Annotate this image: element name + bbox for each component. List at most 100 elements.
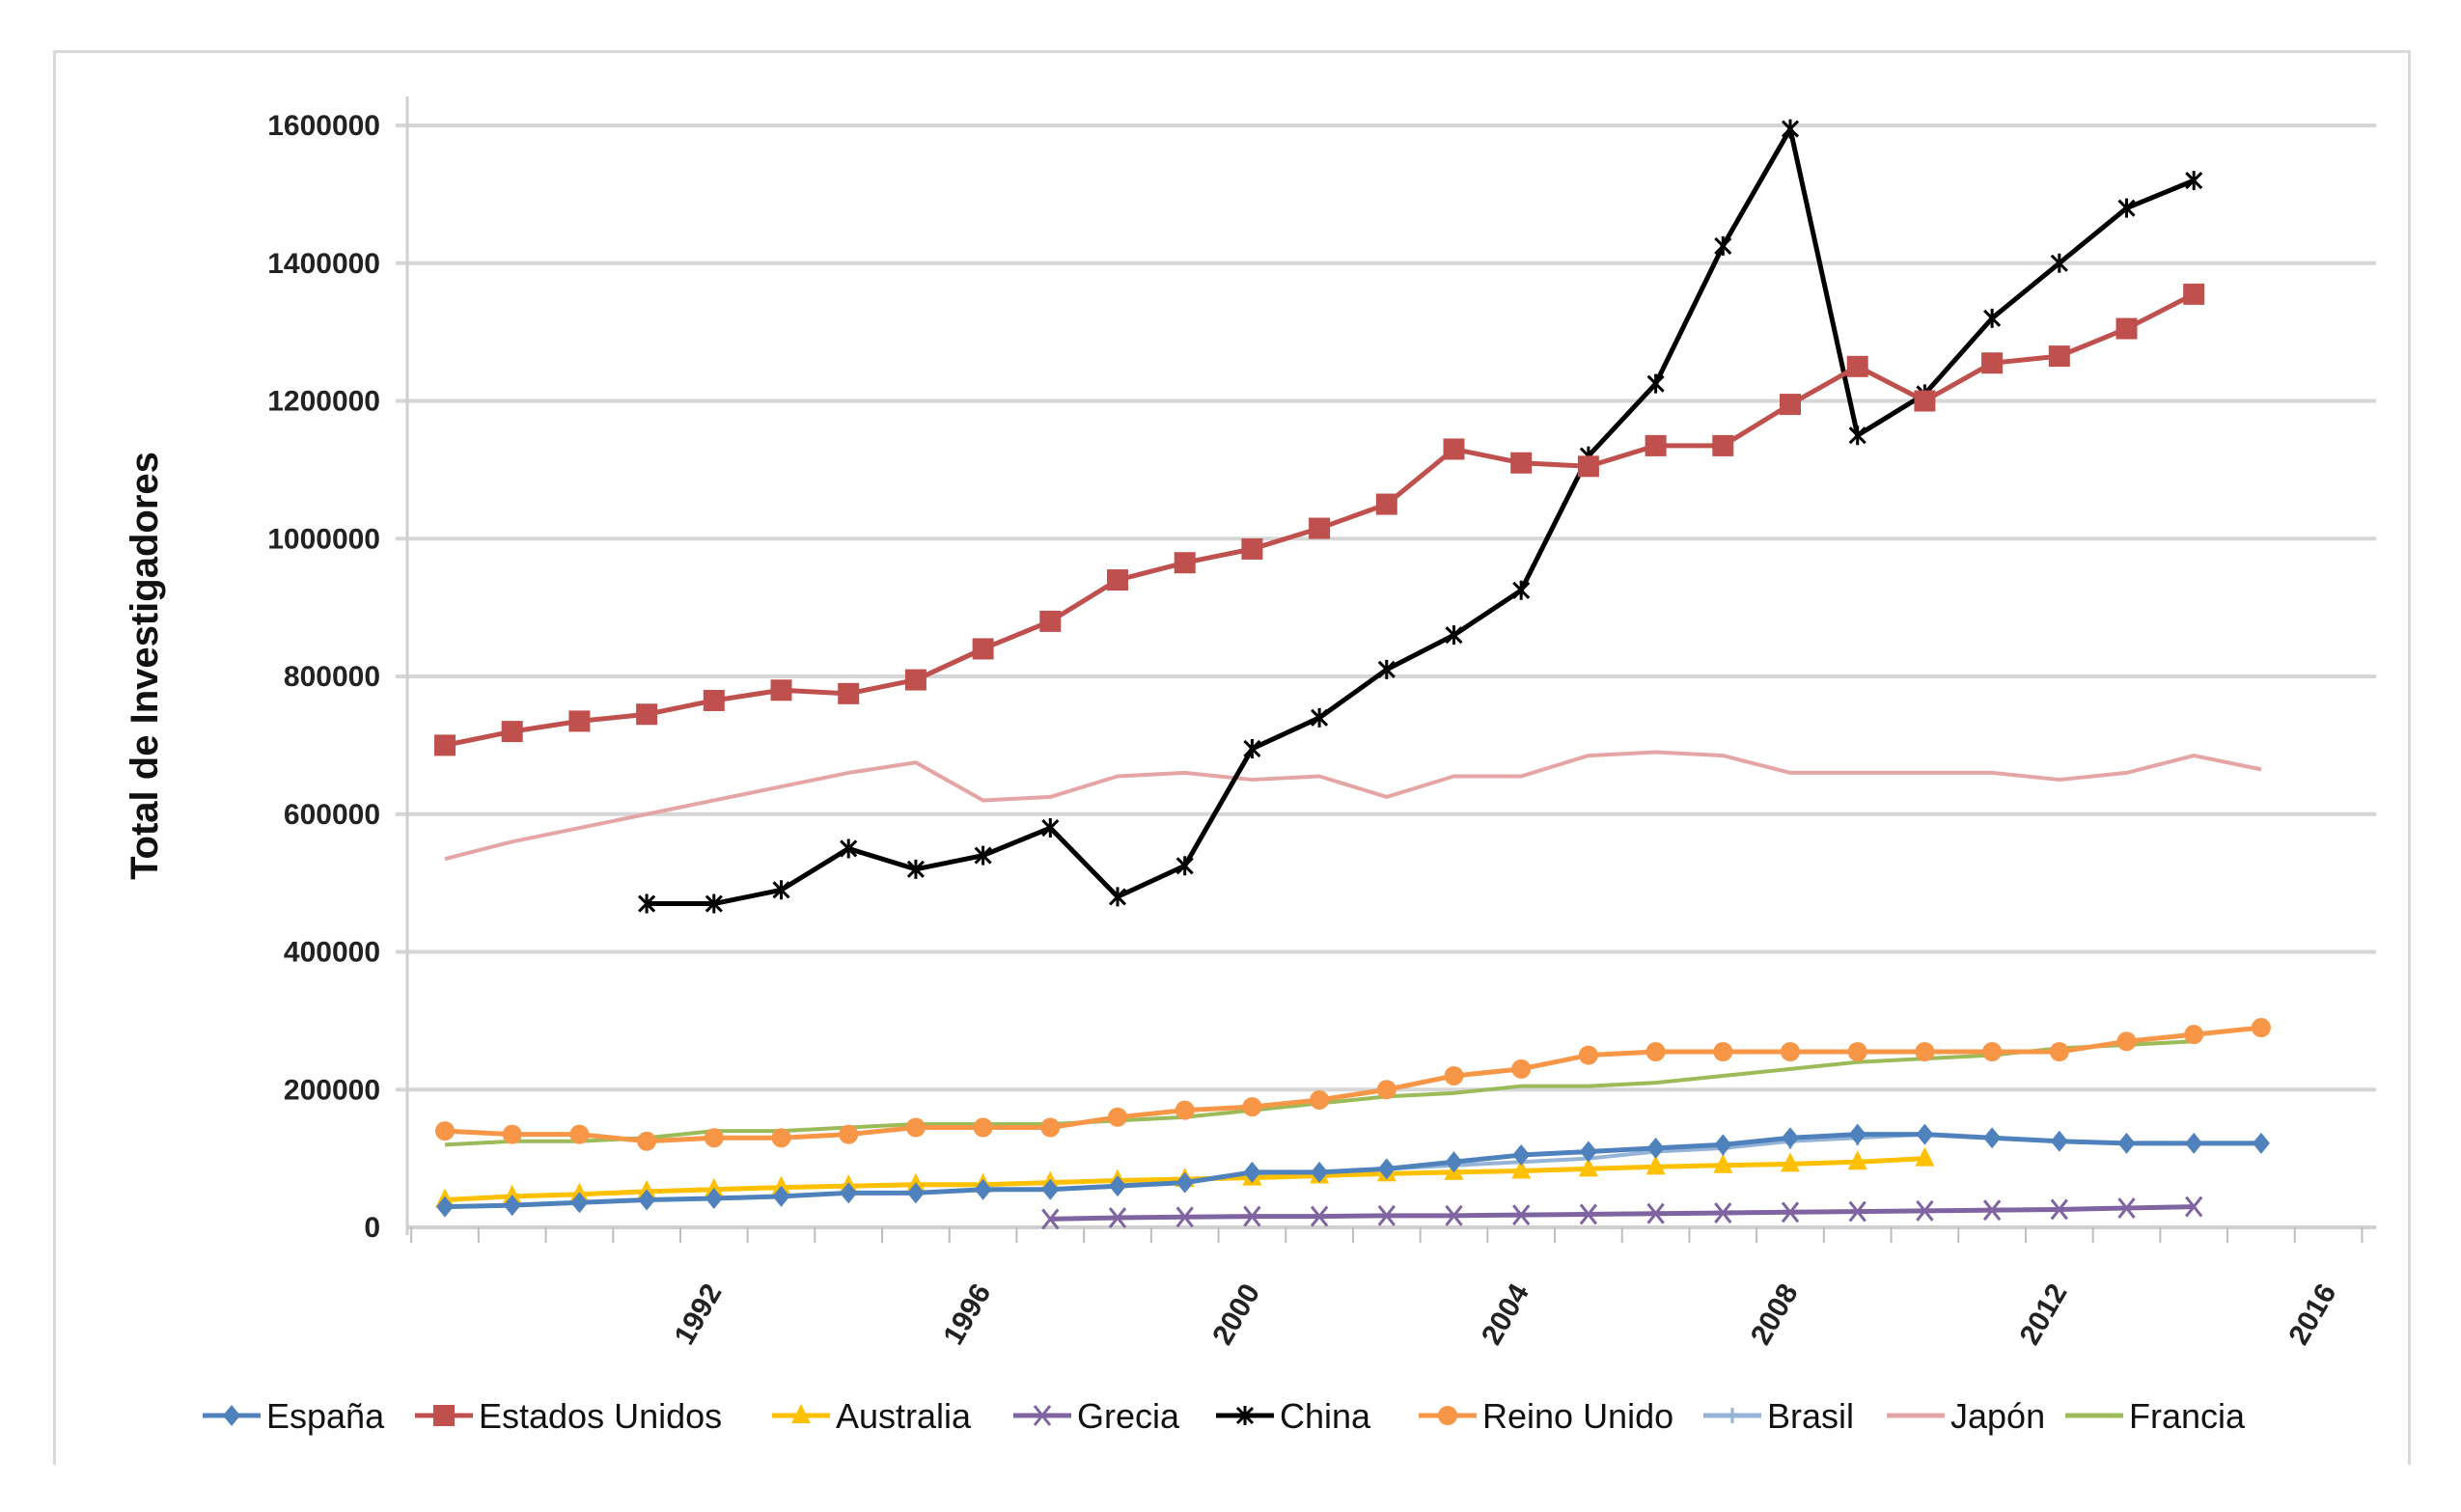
series-line [444,750,2262,862]
data-point-marker [1781,1041,1800,1061]
data-point-marker [2050,1130,2068,1152]
x-tick-label: 2000 [1206,1278,1266,1350]
data-point-marker [1579,1203,1598,1225]
data-point-marker [1646,373,1665,394]
data-point-marker [570,1192,589,1214]
gridlines [396,124,2376,1092]
data-point-marker [1377,1204,1396,1226]
data-point-marker [1780,394,1801,416]
data-point-marker [2183,283,2205,305]
data-point-marker [974,845,992,866]
data-point-marker [1512,580,1531,600]
data-point-marker [1712,434,1734,456]
data-point-marker [2049,1041,2069,1061]
data-point-marker [1916,1199,1934,1222]
data-point-marker [906,1182,925,1204]
data-point-marker [2050,1198,2068,1221]
legend-item[interactable]: Australia [772,1396,972,1436]
data-point-marker [1578,1045,1598,1065]
series-españa [436,1123,2270,1218]
data-point-marker [1645,1155,1666,1175]
data-point-marker [1916,1123,1934,1145]
data-series [434,119,2271,1230]
data-point-marker [1108,887,1127,907]
y-tick-label: 1200000 [267,386,380,418]
data-point-marker [1445,1204,1463,1226]
data-point-marker [2050,253,2068,273]
data-point-marker [1174,552,1196,574]
legend-item[interactable]: Japón [1887,1396,2045,1436]
y-tick-label: 0 [364,1212,380,1244]
data-point-marker [433,1405,455,1426]
data-point-marker [636,703,658,726]
x-tick-label: 1996 [937,1278,997,1350]
data-point-marker [1033,1405,1052,1426]
x-tick-label: 1992 [669,1278,729,1350]
legend-label: Brasil [1767,1396,1854,1436]
legend-item[interactable]: Reino Unido [1419,1396,1673,1436]
legend-item[interactable]: Grecia [1013,1396,1180,1436]
legend-item[interactable]: Estados Unidos [415,1396,722,1436]
data-point-marker [1981,352,2004,374]
data-point-marker [1243,1161,1261,1183]
data-point-marker [1175,856,1194,876]
legend-item[interactable]: España [203,1396,385,1436]
data-point-marker [1781,1201,1800,1223]
data-point-marker [1108,1107,1127,1127]
data-point-marker [772,1185,790,1207]
data-point-marker [1041,818,1060,838]
x-tick-label: 2012 [2014,1278,2074,1350]
data-point-marker [839,1124,859,1144]
data-point-marker [1914,390,1936,412]
data-point-marker [1377,659,1396,679]
data-point-marker [1714,1134,1732,1156]
legend-label: Estados Unidos [479,1396,722,1436]
data-point-marker [1781,119,1800,139]
data-point-marker [1309,517,1331,539]
data-point-marker [1445,625,1463,646]
data-point-marker [704,1177,724,1197]
legend-label: Francia [2129,1396,2246,1436]
data-point-marker [1983,308,2002,328]
data-point-marker [2115,317,2138,340]
data-point-marker [703,689,725,711]
series-line [444,1025,2262,1144]
legend-label: Japón [1950,1396,2045,1436]
legend-label: China [1280,1396,1371,1436]
series-china [638,119,2203,914]
data-point-marker [770,679,792,701]
data-point-marker [1848,1200,1866,1223]
y-tick-label: 800000 [284,661,380,693]
legend-item[interactable]: Francia [2065,1396,2246,1436]
data-point-marker [2184,1025,2204,1045]
legend-item[interactable]: Brasil [1703,1396,1854,1436]
series-reino-unido [435,1018,2271,1151]
data-point-marker [1645,434,1667,456]
data-point-marker [503,1195,521,1217]
data-point-marker [1577,455,1599,478]
data-point-marker [1175,1100,1195,1120]
data-point-marker [1444,1065,1464,1086]
data-point-marker [1847,1041,1867,1061]
data-point-marker [638,1189,656,1211]
data-point-marker [1578,1157,1598,1177]
data-point-marker [1646,1137,1665,1159]
data-point-marker [1579,1141,1597,1163]
data-point-marker [1445,1151,1463,1173]
legend-item[interactable]: China [1216,1396,1371,1436]
data-point-marker [2048,345,2070,368]
data-point-marker [1982,1199,2002,1222]
data-point-marker [771,1175,791,1196]
data-point-marker [1175,1206,1194,1228]
data-point-marker [223,1405,240,1426]
data-point-marker [1645,1041,1666,1061]
data-point-marker [569,1124,590,1144]
data-point-marker [772,880,790,900]
data-point-marker [1714,1202,1732,1223]
y-tick-label: 1000000 [267,523,380,555]
data-point-marker [2252,1132,2270,1154]
data-point-marker [502,1184,522,1204]
data-point-marker [1510,452,1533,474]
data-point-marker [1512,1204,1531,1226]
